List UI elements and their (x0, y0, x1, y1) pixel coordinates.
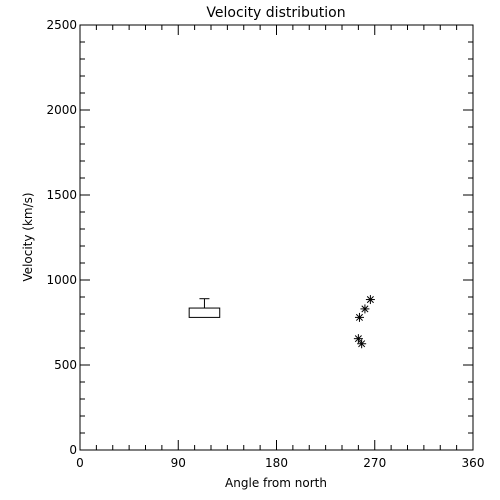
y-tick-label: 500 (54, 358, 77, 372)
data-point-stroke (354, 335, 362, 343)
data-point (354, 312, 364, 322)
y-tick-labels: 0 500 1000 1500 2000 2500 (46, 18, 77, 457)
data-point-stroke (361, 305, 369, 313)
y-tick-label: 2000 (46, 103, 77, 117)
chart-title: Velocity distribution (206, 5, 345, 21)
y-tick-label: 1500 (46, 188, 77, 202)
x-tick-labels: 0 90 180 270 360 (76, 456, 484, 470)
x-tick-label: 270 (363, 456, 386, 470)
x-tick-label: 0 (76, 456, 84, 470)
x-axis-label: Angle from north (225, 476, 327, 490)
data-point-stroke (355, 313, 364, 321)
x-tick-label: 90 (171, 456, 186, 470)
data-point (357, 339, 367, 349)
x-tick-label: 180 (265, 456, 288, 470)
data-point-stroke (358, 340, 366, 348)
axis-ticks (79, 24, 474, 451)
data-point-stroke (366, 296, 374, 304)
data-point (353, 334, 363, 344)
data-point (365, 295, 375, 305)
data-point (360, 304, 370, 314)
data-points (353, 295, 375, 349)
x-tick-label: 360 (462, 456, 485, 470)
y-tick-label: 2500 (46, 18, 77, 32)
y-axis-label: Velocity (km/s) (21, 192, 35, 281)
y-tick-label: 1000 (46, 273, 77, 287)
velocity-box (188, 298, 221, 318)
y-tick-label: 0 (69, 443, 77, 457)
